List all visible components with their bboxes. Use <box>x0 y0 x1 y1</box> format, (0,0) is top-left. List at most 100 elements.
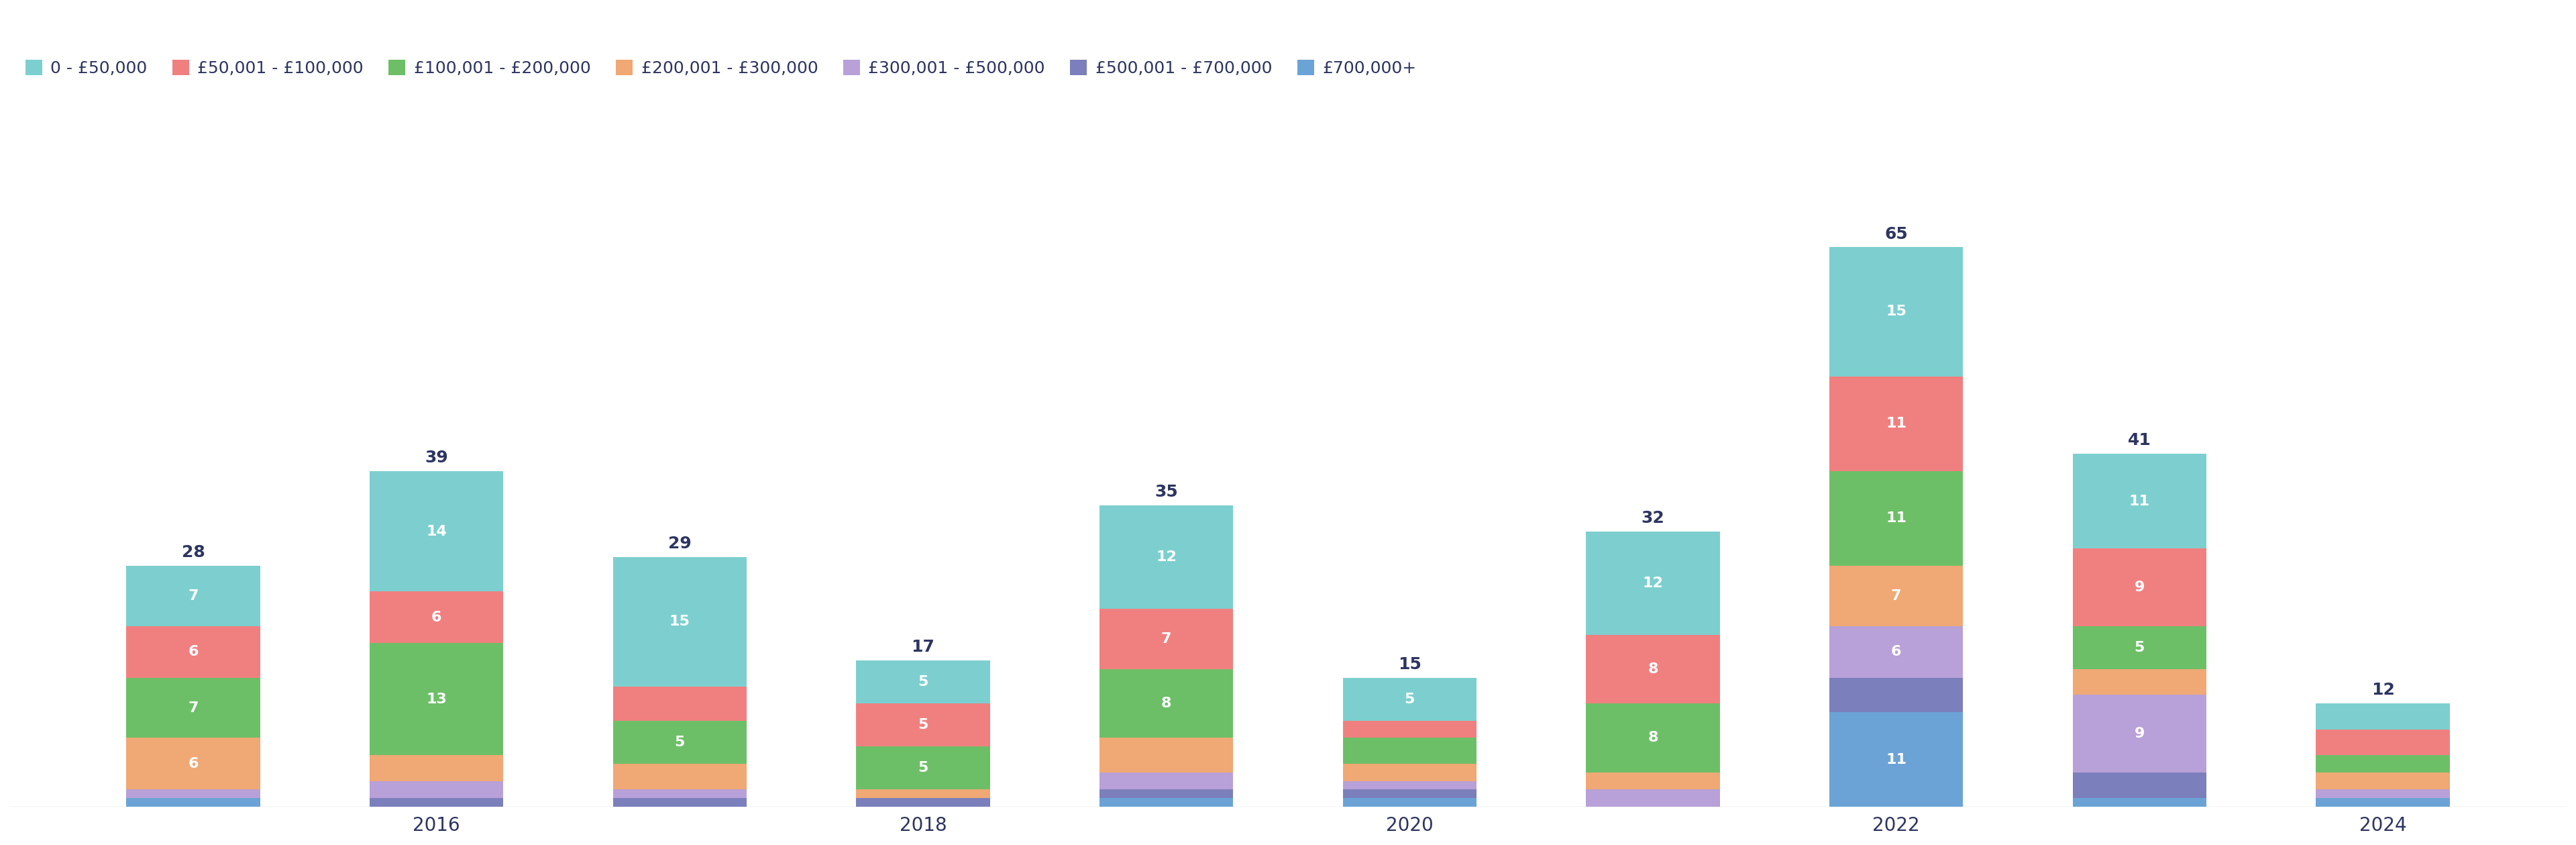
Text: 41: 41 <box>2128 433 2151 449</box>
Bar <box>613 799 747 807</box>
Text: 35: 35 <box>1154 484 1177 500</box>
Text: 13: 13 <box>425 692 446 706</box>
Bar <box>1342 738 1476 764</box>
Text: 14: 14 <box>425 525 446 538</box>
Bar <box>1829 566 1963 626</box>
Text: 11: 11 <box>2130 494 2151 508</box>
Text: 29: 29 <box>667 536 690 552</box>
Text: 11: 11 <box>1886 512 1906 525</box>
Bar <box>2316 772 2450 789</box>
Bar <box>368 471 502 592</box>
Bar <box>1100 608 1234 669</box>
Bar <box>1342 721 1476 738</box>
Bar <box>126 789 260 799</box>
Bar <box>855 799 989 807</box>
Text: 12: 12 <box>1643 576 1664 590</box>
Bar <box>1587 704 1721 772</box>
Text: 5: 5 <box>2136 641 2146 654</box>
Bar <box>1587 789 1721 807</box>
Bar <box>368 643 502 755</box>
Text: 17: 17 <box>912 639 935 655</box>
Bar <box>855 661 989 704</box>
Bar <box>126 738 260 789</box>
Bar <box>2074 548 2208 626</box>
Bar <box>1342 781 1476 789</box>
Bar <box>2316 799 2450 807</box>
Bar <box>613 557 747 686</box>
Bar <box>1100 772 1234 789</box>
Bar <box>368 755 502 781</box>
Text: 39: 39 <box>425 450 448 466</box>
Text: 32: 32 <box>1641 510 1664 526</box>
Bar <box>1100 738 1234 772</box>
Text: 9: 9 <box>2136 727 2146 740</box>
Text: 8: 8 <box>1649 731 1659 744</box>
Bar <box>1829 471 1963 566</box>
Bar <box>613 789 747 799</box>
Text: 12: 12 <box>1157 550 1177 564</box>
Bar <box>1342 799 1476 807</box>
Bar <box>1587 532 1721 635</box>
Bar <box>1100 799 1234 807</box>
Bar <box>855 746 989 789</box>
Bar <box>126 799 260 807</box>
Text: 5: 5 <box>675 735 685 749</box>
Bar <box>613 764 747 789</box>
Bar <box>855 789 989 799</box>
Bar <box>1829 247 1963 376</box>
Text: 5: 5 <box>917 761 927 775</box>
Text: 15: 15 <box>1399 657 1422 673</box>
Bar <box>1587 772 1721 789</box>
Text: 6: 6 <box>1891 645 1901 658</box>
Bar <box>1587 635 1721 704</box>
Text: 7: 7 <box>1891 589 1901 602</box>
Bar <box>855 704 989 746</box>
Bar <box>2316 704 2450 729</box>
Text: 9: 9 <box>2136 581 2146 594</box>
Bar <box>613 721 747 764</box>
Bar <box>126 678 260 738</box>
Bar <box>2316 755 2450 772</box>
Text: 7: 7 <box>188 701 198 715</box>
Bar <box>126 566 260 626</box>
Text: 6: 6 <box>430 611 440 624</box>
Bar <box>2074 454 2208 548</box>
Bar <box>613 686 747 721</box>
Bar <box>2316 789 2450 799</box>
Bar <box>2074 799 2208 807</box>
Bar <box>1342 678 1476 721</box>
Text: 15: 15 <box>670 615 690 629</box>
Bar <box>1829 376 1963 471</box>
Bar <box>1100 789 1234 799</box>
Text: 7: 7 <box>188 589 198 602</box>
Bar <box>2074 626 2208 669</box>
Text: 6: 6 <box>188 645 198 658</box>
Bar <box>1829 678 1963 712</box>
Text: 11: 11 <box>1886 417 1906 430</box>
Bar <box>1342 764 1476 781</box>
Text: 6: 6 <box>188 757 198 771</box>
Bar <box>1342 789 1476 799</box>
Bar <box>1829 626 1963 678</box>
Bar <box>2074 695 2208 772</box>
Bar <box>368 592 502 643</box>
Bar <box>2074 772 2208 799</box>
Text: 28: 28 <box>180 544 206 560</box>
Text: 7: 7 <box>1162 632 1172 646</box>
Bar <box>2074 669 2208 695</box>
Text: 11: 11 <box>1886 753 1906 766</box>
Text: 8: 8 <box>1162 697 1172 710</box>
Bar <box>1829 712 1963 807</box>
Bar <box>368 799 502 807</box>
Bar <box>1100 505 1234 608</box>
Text: 8: 8 <box>1649 662 1659 676</box>
Text: 5: 5 <box>917 718 927 732</box>
Bar <box>126 626 260 678</box>
Legend: 0 - £50,000, £50,001 - £100,000, £100,001 - £200,000, £200,001 - £300,000, £300,: 0 - £50,000, £50,001 - £100,000, £100,00… <box>18 53 1422 83</box>
Bar <box>1100 669 1234 738</box>
Text: 12: 12 <box>2370 682 2396 698</box>
Bar <box>368 781 502 799</box>
Text: 15: 15 <box>1886 305 1906 319</box>
Text: 5: 5 <box>917 675 927 689</box>
Bar <box>2316 729 2450 755</box>
